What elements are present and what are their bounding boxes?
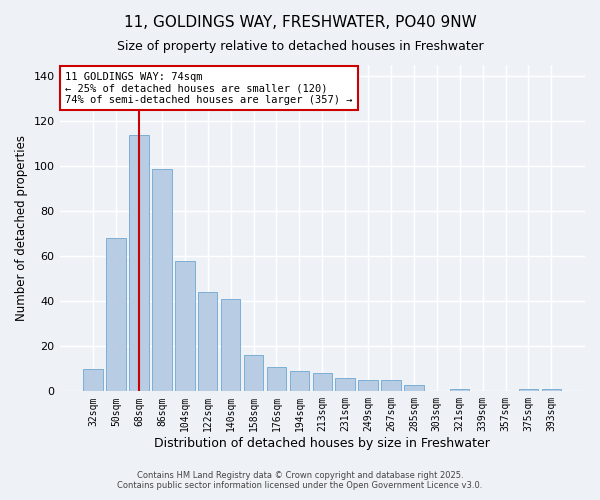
Bar	[267, 366, 286, 392]
Bar	[335, 378, 355, 392]
Text: 11, GOLDINGS WAY, FRESHWATER, PO40 9NW: 11, GOLDINGS WAY, FRESHWATER, PO40 9NW	[124, 15, 476, 30]
Bar	[542, 389, 561, 392]
Bar	[198, 292, 217, 392]
Bar	[381, 380, 401, 392]
Bar	[83, 369, 103, 392]
Text: Contains HM Land Registry data © Crown copyright and database right 2025.
Contai: Contains HM Land Registry data © Crown c…	[118, 470, 482, 490]
Bar	[129, 135, 149, 392]
Text: Size of property relative to detached houses in Freshwater: Size of property relative to detached ho…	[116, 40, 484, 53]
Text: 11 GOLDINGS WAY: 74sqm
← 25% of detached houses are smaller (120)
74% of semi-de: 11 GOLDINGS WAY: 74sqm ← 25% of detached…	[65, 72, 352, 104]
Y-axis label: Number of detached properties: Number of detached properties	[15, 135, 28, 321]
Bar	[244, 356, 263, 392]
Bar	[152, 168, 172, 392]
Bar	[450, 389, 469, 392]
Bar	[358, 380, 378, 392]
X-axis label: Distribution of detached houses by size in Freshwater: Distribution of detached houses by size …	[154, 437, 490, 450]
Bar	[175, 261, 194, 392]
Bar	[519, 389, 538, 392]
Bar	[106, 238, 126, 392]
Bar	[221, 299, 241, 392]
Bar	[313, 374, 332, 392]
Bar	[290, 371, 309, 392]
Bar	[404, 384, 424, 392]
